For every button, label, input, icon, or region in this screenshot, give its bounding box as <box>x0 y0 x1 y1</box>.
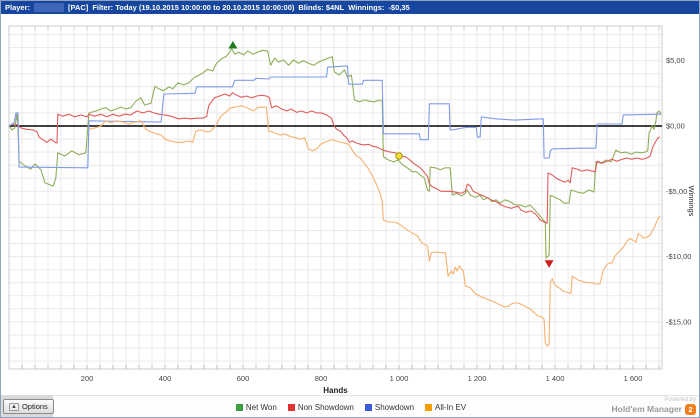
title-bar: Player: [PAC] Filter: Today (19.10.2015 … <box>1 1 699 14</box>
series-all-in-ev <box>88 105 661 347</box>
peak-marker-triangle-up <box>228 41 238 49</box>
brand-area: Powered by Hold'em Manager 2 <box>611 397 696 415</box>
series-net-won <box>8 48 662 259</box>
legend-label: Non Showdown <box>297 403 354 412</box>
winnings-value: -$0,35 <box>388 3 410 12</box>
legend-swatch <box>425 404 433 411</box>
y-tick-label: $0,00 <box>666 122 685 131</box>
y-axis-title: Winnings <box>687 186 696 217</box>
player-name <box>34 3 65 12</box>
legend-label: Net Won <box>245 403 277 412</box>
legend-item: Showdown <box>364 403 415 412</box>
x-tick-label: 400 <box>159 374 172 383</box>
brand-name: Hold'em Manager <box>611 404 682 415</box>
x-tick-label: 1 600 <box>624 374 643 383</box>
x-tick-label: 200 <box>81 374 94 383</box>
legend-swatch <box>364 404 372 411</box>
player-tag: [PAC] <box>68 3 89 12</box>
legend-label: All-In EV <box>435 403 467 412</box>
plot-border <box>8 25 663 370</box>
filter-text: Filter: Today (19.10.2015 10:00:00 to 20… <box>92 3 295 12</box>
y-tick-label: -$10,00 <box>666 252 691 261</box>
bottom-bar: ▲ Options Net Won Non Showdown Showdown All… <box>1 395 699 417</box>
low-marker-triangle-down <box>544 260 554 268</box>
x-tick-label: 1 200 <box>468 374 487 383</box>
x-tick-label: 1 000 <box>390 374 409 383</box>
options-button[interactable]: ▲ Options <box>3 399 54 414</box>
series-non-showdown <box>8 92 661 224</box>
x-tick-label: 1 400 <box>546 374 565 383</box>
player-label: Player: <box>5 3 31 12</box>
y-tick-label: $5,00 <box>666 56 685 65</box>
y-tick-label: -$5,00 <box>666 187 687 196</box>
y-tick-label: -$15,00 <box>666 317 691 326</box>
winnings-graph: 200 400 600 800 1 000 1 200 1 400 1 600 Hands $5,… <box>8 25 696 395</box>
legend-item: Non Showdown <box>287 403 354 412</box>
x-axis-title: Hands <box>323 386 348 395</box>
legend-swatch <box>235 404 243 411</box>
powered-by-label: Powered by <box>664 397 696 403</box>
chart-legend: Net Won Non Showdown Showdown All-In EV <box>1 403 699 412</box>
legend-item: All-In EV <box>425 403 466 412</box>
collapse-arrow-icon: ▲ <box>9 402 19 411</box>
legend-item: Net Won <box>235 403 277 412</box>
legend-swatch <box>287 404 295 411</box>
x-tick-label: 600 <box>237 374 250 383</box>
hm2-logo-badge: 2 <box>685 404 696 415</box>
note-marker-circle <box>395 152 403 160</box>
series-showdown <box>8 65 662 169</box>
options-button-label: Options <box>21 402 48 411</box>
winnings-label: Winnings: <box>348 3 385 12</box>
x-tick-label: 800 <box>315 374 328 383</box>
legend-label: Showdown <box>374 403 415 412</box>
blinds-text: Blinds: $4NL <box>298 3 345 12</box>
